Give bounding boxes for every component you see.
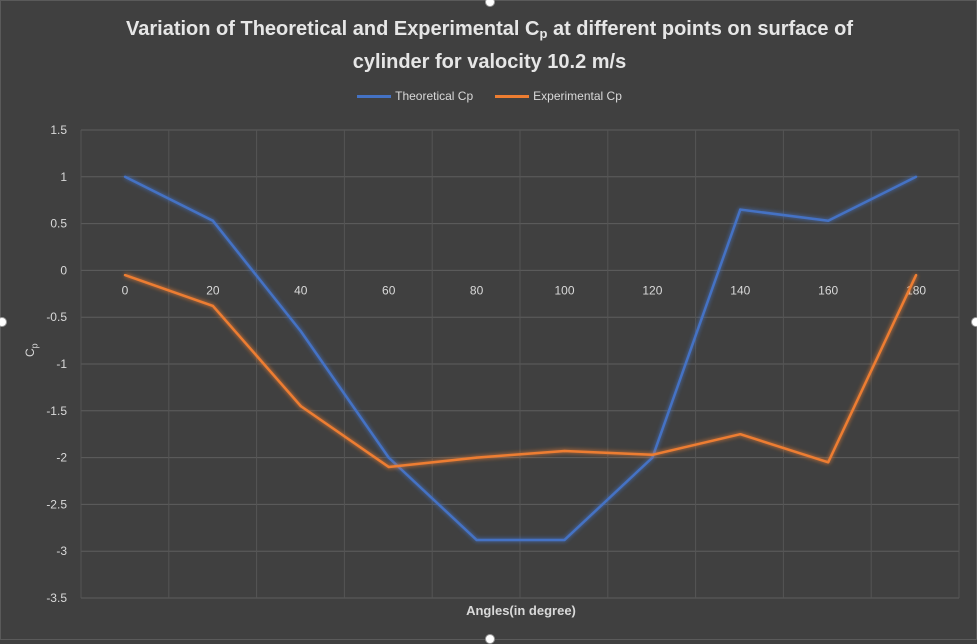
x-tick-label: 120 xyxy=(642,283,662,297)
data-point-experimental xyxy=(651,453,654,456)
y-axis-label: Cp xyxy=(23,343,40,357)
series-line-experimental xyxy=(124,273,918,469)
title-line-1: Variation of Theoretical and Experimenta… xyxy=(1,15,977,48)
y-tick-label: -3 xyxy=(56,544,67,558)
y-tick-label: 0.5 xyxy=(50,217,67,231)
chart-title: Variation of Theoretical and Experimenta… xyxy=(1,15,977,77)
data-point-theoretical xyxy=(123,175,127,178)
data-point-experimental xyxy=(299,404,302,408)
legend-swatch-theoretical xyxy=(357,94,392,98)
x-tick-label: 80 xyxy=(470,283,484,297)
data-point-experimental xyxy=(827,461,830,464)
top-resize-handle[interactable] xyxy=(485,0,495,7)
y-tick-label: 0 xyxy=(60,263,67,277)
right-resize-handle[interactable] xyxy=(971,317,977,327)
data-point-theoretical xyxy=(475,538,478,542)
y-tick-label: -2 xyxy=(56,451,67,465)
series-line-theoretical xyxy=(124,175,917,542)
x-tick-label: 60 xyxy=(382,283,396,297)
legend: Theoretical Cp Experimental Cp xyxy=(1,89,977,103)
data-point-theoretical xyxy=(387,456,390,459)
y-tick-label: 1.5 xyxy=(50,123,67,137)
y-tick-label: -2.5 xyxy=(46,497,67,511)
y-tick-label: -1 xyxy=(56,357,67,371)
data-point-theoretical xyxy=(563,538,566,542)
y-tick-label: -3.5 xyxy=(46,591,67,605)
left-resize-handle[interactable] xyxy=(0,317,7,327)
x-tick-label: 100 xyxy=(554,283,574,297)
legend-item-theoretical: Theoretical Cp xyxy=(357,89,473,103)
data-point-experimental xyxy=(387,465,390,469)
data-point-theoretical xyxy=(827,219,830,222)
x-tick-label: 140 xyxy=(730,283,750,297)
data-point-experimental xyxy=(914,273,918,277)
data-point-experimental xyxy=(123,273,127,277)
data-point-experimental xyxy=(739,433,742,436)
data-point-theoretical xyxy=(914,175,918,178)
data-point-theoretical xyxy=(299,330,302,333)
legend-item-experimental: Experimental Cp xyxy=(495,89,622,103)
data-point-experimental xyxy=(211,304,215,308)
title-line-2: cylinder for valocity 10.2 m/s xyxy=(352,51,627,73)
x-tick-label: 40 xyxy=(294,283,308,297)
x-tick-label: 20 xyxy=(206,283,220,297)
data-point-theoretical xyxy=(739,208,742,211)
x-axis-label: Angles(in degree) xyxy=(466,603,576,618)
title-part-1: Variation of Theoretical and Experimenta… xyxy=(126,18,540,40)
legend-label-theoretical: Theoretical Cp xyxy=(395,89,474,103)
data-point-experimental xyxy=(475,456,478,459)
x-tick-label: 160 xyxy=(818,283,838,297)
title-subscript: p xyxy=(539,26,548,41)
x-tick-label: 0 xyxy=(122,283,129,297)
legend-swatch-experimental xyxy=(495,94,530,98)
y-tick-label: -0.5 xyxy=(46,310,67,324)
data-point-experimental xyxy=(563,449,566,453)
legend-label-experimental: Experimental Cp xyxy=(533,89,622,103)
bottom-resize-handle[interactable] xyxy=(485,634,495,644)
title-part-2: at different points on surface of xyxy=(547,18,853,40)
data-point-theoretical xyxy=(651,456,654,459)
y-tick-label: -1.5 xyxy=(46,404,67,418)
data-point-theoretical xyxy=(211,219,215,222)
y-tick-label: 1 xyxy=(60,170,67,184)
